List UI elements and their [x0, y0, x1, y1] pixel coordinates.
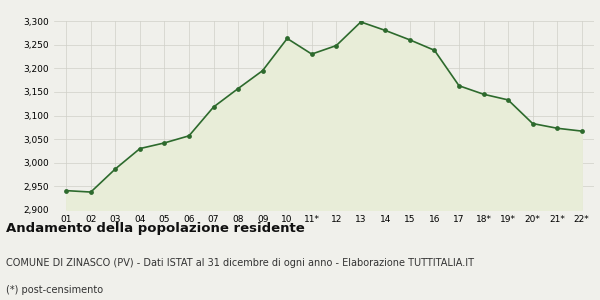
Point — [454, 83, 464, 88]
Point — [160, 140, 169, 145]
Point — [577, 129, 587, 134]
Point — [553, 126, 562, 131]
Text: (*) post-censimento: (*) post-censimento — [6, 285, 103, 295]
Point — [233, 86, 243, 91]
Point — [380, 28, 390, 33]
Point — [528, 121, 538, 126]
Text: COMUNE DI ZINASCO (PV) - Dati ISTAT al 31 dicembre di ogni anno - Elaborazione T: COMUNE DI ZINASCO (PV) - Dati ISTAT al 3… — [6, 258, 474, 268]
Point — [135, 146, 145, 151]
Point — [356, 20, 365, 24]
Point — [503, 98, 513, 102]
Point — [61, 188, 71, 193]
Point — [209, 105, 218, 110]
Point — [283, 36, 292, 41]
Point — [184, 134, 194, 138]
Point — [331, 43, 341, 48]
Point — [258, 68, 268, 73]
Point — [110, 167, 120, 171]
Text: Andamento della popolazione residente: Andamento della popolazione residente — [6, 222, 305, 235]
Point — [86, 190, 95, 194]
Point — [479, 92, 488, 97]
Point — [307, 52, 317, 56]
Point — [405, 38, 415, 42]
Point — [430, 48, 439, 53]
